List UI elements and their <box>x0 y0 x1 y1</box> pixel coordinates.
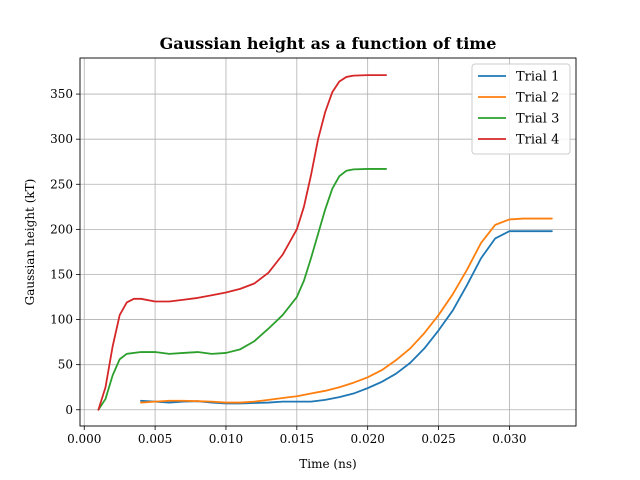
series-line-trial-2 <box>140 217 553 404</box>
x-tick-label-0: 0.000 <box>67 432 101 446</box>
x-tick-label-5: 0.025 <box>421 432 455 446</box>
chart-title: Gaussian height as a function of time <box>160 34 497 53</box>
y-tick-label-1: 50 <box>58 358 73 372</box>
x-axis-label: Time (ns) <box>299 457 356 471</box>
legend-label-trial-3: Trial 3 <box>516 112 559 127</box>
y-tick-label-2: 100 <box>50 313 73 327</box>
series-line-trial-4 <box>97 74 388 411</box>
legend-label-trial-4: Trial 4 <box>516 133 559 148</box>
y-tick-label-6: 300 <box>50 132 73 146</box>
y-tick-label-3: 150 <box>50 267 73 281</box>
y-tick-label-7: 350 <box>50 87 73 101</box>
y-axis-label: Gaussian height (kT) <box>23 179 37 306</box>
plot-area: 0.000 0.005 0.010 0.015 0.020 0.025 0.030 0 50 10… <box>50 57 577 446</box>
legend-box <box>471 63 571 155</box>
y-tick-label-5: 250 <box>50 177 73 191</box>
x-tick-label-6: 0.030 <box>492 432 526 446</box>
legend-label-trial-2: Trial 2 <box>516 91 559 106</box>
y-tick-label-4: 200 <box>50 222 73 236</box>
x-tick-label-4: 0.020 <box>351 432 385 446</box>
legend-label-trial-1: Trial 1 <box>516 70 559 85</box>
series-line-trial-3 <box>97 168 388 411</box>
y-tick-label-0: 0 <box>65 403 73 417</box>
axes-frame <box>79 57 577 427</box>
x-tick-label-3: 0.015 <box>280 432 314 446</box>
x-tick-label-2: 0.010 <box>209 432 243 446</box>
x-tick-label-1: 0.005 <box>138 432 172 446</box>
